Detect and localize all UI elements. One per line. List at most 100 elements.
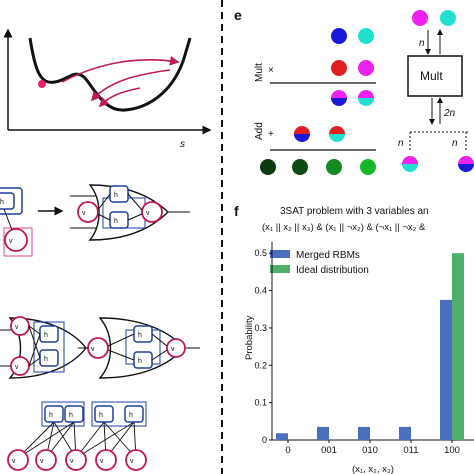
circuit-panel: h v v h h v <box>0 184 200 471</box>
merged-rbm-v2-label: v <box>40 458 44 465</box>
or-gate-left-v1-label: v <box>15 324 19 331</box>
bar-merged-010 <box>358 426 370 440</box>
merged-rbm-h3 <box>94 405 114 423</box>
or-gate-top-h2-label: h <box>114 218 118 225</box>
merged-rbm-h3-label: h <box>99 412 103 419</box>
y-tick-label: 0.4 <box>254 286 267 296</box>
mult-box-label: Mult <box>420 69 443 83</box>
merged-rbm-v3 <box>65 449 87 471</box>
mult-box <box>407 55 463 97</box>
or-gate-left-h2 <box>39 349 59 367</box>
panel-e-label: e <box>234 7 242 23</box>
hidden-node-small-label: h <box>0 199 4 206</box>
merged-rbm-v4-label: v <box>100 458 104 465</box>
edge-small <box>3 208 13 231</box>
or-gate-top: v h h v <box>70 184 190 241</box>
merged-rbm-h2-label: h <box>69 412 73 419</box>
merged-rbm-v3-label: v <box>70 458 74 465</box>
or-gate-right-h1 <box>133 325 153 343</box>
merged-rbm-v2 <box>35 449 57 471</box>
merged-rbm-v1 <box>7 449 29 471</box>
bottom-arrow-label-2n: 2n <box>443 108 456 119</box>
mult-b-magenta-dot <box>358 60 374 76</box>
or-gate-left-h1-label: h <box>44 332 48 339</box>
merged-rbm-h4-label: h <box>129 412 133 419</box>
plus-sign: + <box>268 129 274 140</box>
or-gate-top-v-out <box>141 201 163 223</box>
or-gate-left-edge-3 <box>28 333 41 367</box>
or-gate-left-h2-label: h <box>44 356 48 363</box>
or-gate-top-h2 <box>109 211 129 229</box>
x-tick-label: 100 <box>444 445 460 456</box>
or-gate-top-edge-2 <box>97 213 111 221</box>
y-tick-label: 0.5 <box>254 248 267 258</box>
energy-x-axis-label: s <box>180 139 185 150</box>
or-gate-left: v v h h <box>0 316 87 379</box>
or-gate-right-v-out <box>166 338 186 358</box>
energy-particle <box>38 80 46 88</box>
y-tick-label: 0.2 <box>254 360 267 370</box>
panel-f-label: f <box>234 203 239 219</box>
or-gate-left-edge-1 <box>28 325 41 335</box>
add-result-dot-3 <box>326 159 342 175</box>
visible-highlight-box <box>3 227 33 257</box>
top-arrow-label-n: n <box>419 38 425 49</box>
right-branch-label-n: n <box>452 138 458 149</box>
x-tick-label: 010 <box>362 445 378 456</box>
panel-e: e Mult Add × + <box>234 7 474 175</box>
visible-node-small <box>4 228 28 252</box>
bar-merged-100 <box>440 299 452 440</box>
mult-result-dot-1 <box>331 90 347 106</box>
or-gate-right-edge-3 <box>151 333 168 347</box>
mult-b-red-dot <box>331 60 347 76</box>
y-tick-label: 0.1 <box>254 398 267 408</box>
or-gate-right-h2 <box>133 351 153 369</box>
or-gate-top-edge-1 <box>97 193 111 211</box>
or-gate-top-v-in <box>77 201 99 223</box>
merged-rbm-v1-label: v <box>12 458 16 465</box>
or-gate-top-h1 <box>109 185 129 203</box>
or-gate-right-v-in-label: v <box>91 346 95 353</box>
bar-merged-001 <box>317 426 329 440</box>
add-result-dot-1 <box>260 159 276 175</box>
bar-ideal-100 <box>452 253 464 440</box>
top-input-dot-1 <box>412 10 428 26</box>
merged-rbm-h1 <box>44 405 64 423</box>
hidden-node-small <box>0 192 15 210</box>
or-gate-left-v1 <box>10 316 30 336</box>
or-gate-right-h2-label: h <box>138 358 142 365</box>
or-gate-right-edge-4 <box>151 349 168 361</box>
chart-title-line2: (x₁ || x₂ || x₃) & (x₁ || ¬x₂) & (¬x₁ ||… <box>262 222 426 233</box>
or-gate-top-h1-label: h <box>114 192 118 199</box>
merged-rbm-hidden-group-left <box>41 401 85 427</box>
merged-rbm-h1-label: h <box>49 412 53 419</box>
x-tick-label: 001 <box>321 445 337 456</box>
x-tick-label: 0 <box>285 445 290 456</box>
y-tick-label: 0.3 <box>254 323 267 333</box>
left-branch-label-n: n <box>398 138 404 149</box>
output-dot-left <box>402 156 418 172</box>
or-gate-right-v-out-label: v <box>171 346 175 353</box>
legend-merged-label: Merged RBMs <box>296 250 360 261</box>
x-tick-label: 011 <box>403 445 418 456</box>
or-gate-top-edge-4 <box>127 213 143 221</box>
mult-row-label: Mult <box>254 63 265 82</box>
bar-merged-011 <box>399 426 411 440</box>
add-result-dot-4 <box>360 159 376 175</box>
panel-f-chart: f 3SAT problem with 3 variables an (x₁ |… <box>234 203 474 474</box>
merged-rbm: h h h h v v v v v <box>7 401 147 471</box>
energy-arrow-return-1 <box>90 69 171 102</box>
or-gate-top-edge-3 <box>127 193 143 211</box>
chart-title-line1: 3SAT problem with 3 variables an <box>280 206 429 217</box>
or-gate-right-edge-1 <box>107 333 135 347</box>
legend-ideal-swatch <box>270 265 290 273</box>
energy-curve <box>28 37 192 112</box>
chart-y-label: Probability <box>244 315 255 360</box>
or-gate-left-v2-label: v <box>15 364 19 371</box>
or-gate-right-h1-label: h <box>138 332 142 339</box>
rbm-small-container <box>0 187 23 215</box>
legend-merged-swatch <box>270 250 290 258</box>
times-sign: × <box>268 65 274 76</box>
legend-ideal-label: Ideal distribution <box>296 265 369 276</box>
